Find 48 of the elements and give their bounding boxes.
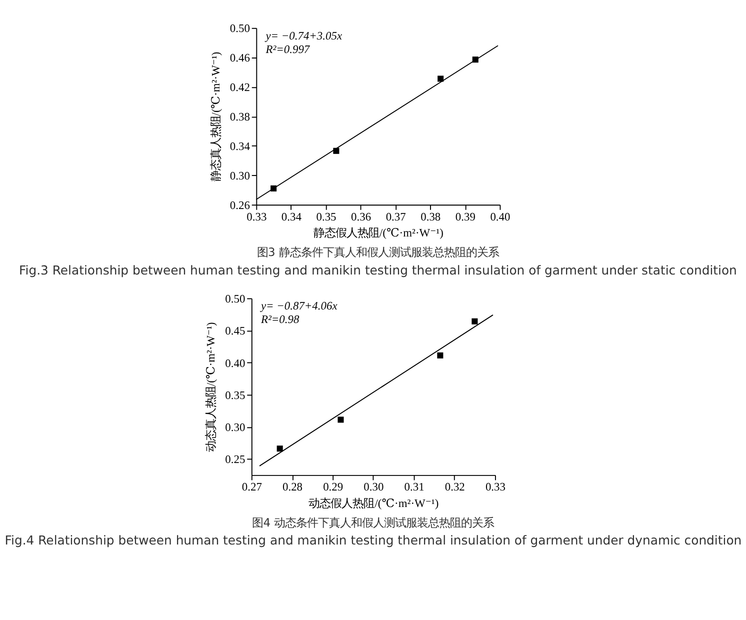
x-tick-label: 0.38 [420,211,441,224]
y-tick-label: 0.50 [225,294,246,306]
x-axis-title: 动态假人热阻/(℃·m²·W⁻¹) [308,496,439,510]
y-tick-label: 0.30 [230,170,250,182]
text: Fig.3 Relationship between human testing and manikin testing thermal insulation of garment under static condition [19,262,737,278]
x-tick-label: 0.33 [246,211,267,224]
x-tick-label: 0.29 [323,482,344,494]
annotation: y= −0.74+3.05x [264,30,342,42]
point [438,76,444,82]
y-tick-label: 0.40 [225,358,246,370]
text: 图4 动态条件下真人和假人测试服装总热阻的关系 [252,516,494,530]
x-tick-label: 0.28 [282,482,303,494]
point [472,318,478,324]
x-tick-label: 0.37 [386,211,406,224]
x-tick-label: 0.35 [316,211,337,224]
annotation: R²=0.997 [264,44,311,56]
annotation: R²=0.98 [260,314,300,326]
y-tick-label: 0.38 [230,112,250,124]
x-tick-label: 0.34 [281,211,302,224]
x-tick-label: 0.36 [351,211,372,224]
y-tick-label: 0.50 [230,23,250,36]
point [270,185,277,192]
point [338,416,344,423]
x-tick-label: 0.30 [364,482,384,494]
annotation: y= −0.87+4.06x [260,300,338,313]
x-tick-label: 0.33 [485,482,506,494]
y-tick-label: 0.34 [230,141,250,154]
y-axis-title: 静态真人热阻/(℃·m²·W⁻¹) [209,52,222,182]
x-tick-label: 0.39 [455,211,476,224]
point [472,56,478,63]
y-axis-title: 动态真人热阻/(℃·m²·W⁻¹) [204,322,218,452]
y-tick-label: 0.46 [230,52,250,65]
point [276,446,283,452]
text: 图3 静态条件下真人和假人测试服装总热阻的关系 [256,245,499,260]
y-tick-label: 0.45 [225,326,246,338]
y-tick-label: 0.25 [225,454,246,466]
y-tick-label: 0.42 [230,82,250,94]
y-tick-label: 0.30 [225,422,246,434]
x-axis-title: 静态假人热阻/(℃·m²·W⁻¹) [313,226,444,240]
x-tick-label: 0.40 [490,211,511,224]
x-tick-label: 0.32 [444,482,466,494]
text: Fig.4 Relationship between human testing and manikin testing thermal insulation of garment under dynamic condition [4,532,742,548]
point [437,352,444,358]
y-tick-label: 0.35 [225,390,246,402]
x-tick-label: 0.31 [404,482,425,494]
point [333,148,340,154]
x-tick-label: 0.27 [242,482,262,494]
y-tick-label: 0.26 [230,200,250,212]
